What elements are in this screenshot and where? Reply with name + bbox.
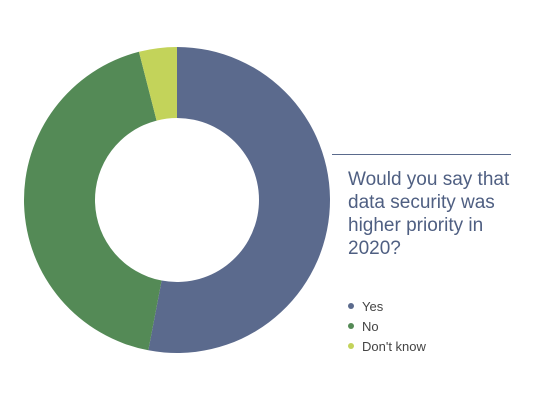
legend-item: No xyxy=(348,316,426,336)
donut-slice-don-t-know xyxy=(138,47,177,121)
legend: Yes No Don't know xyxy=(348,296,426,356)
legend-label: Don't know xyxy=(362,338,426,354)
legend-item: Don't know xyxy=(348,336,426,356)
legend-item: Yes xyxy=(348,296,426,316)
donut-slice-no xyxy=(23,51,162,351)
legend-label: No xyxy=(362,318,379,334)
donut-slice-yes xyxy=(148,47,330,353)
legend-swatch xyxy=(348,323,354,329)
legend-swatch xyxy=(348,303,354,309)
legend-swatch xyxy=(348,343,354,349)
legend-label: Yes xyxy=(362,298,384,314)
question-divider xyxy=(332,154,511,155)
chart-question: Would you say that data security was hig… xyxy=(348,169,510,259)
